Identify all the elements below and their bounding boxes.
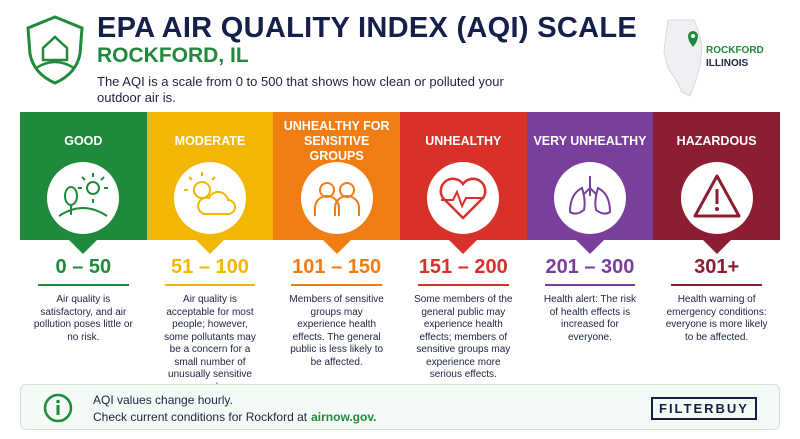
category-icon (427, 162, 500, 234)
aqi-range: 301+ (694, 256, 740, 278)
category-name: UNHEALTHY (425, 133, 502, 148)
divider (544, 284, 636, 286)
icon-graphic (313, 182, 360, 216)
aqi-category: GOOD 0 – 50 Air quality is satisfactory, a… (20, 112, 147, 380)
aqi-category: MODERATE 51 – 100 Air quality is acceptabl… (146, 112, 274, 393)
category-name: HAZARDOUS (676, 133, 757, 148)
icon-graphic (58, 173, 109, 217)
location-city: ROCKFORD (706, 45, 764, 56)
category-panel: UNHEALTHY (399, 112, 527, 254)
pointer (449, 240, 478, 254)
category-description: Air quality is satisfactory, and air pol… (33, 294, 133, 343)
category-panel: MODERATE (146, 112, 274, 254)
category-icon (553, 162, 626, 234)
brand-logo: FILTERBUY (651, 397, 757, 420)
footer-note: Check current conditions for Rockford at… (93, 410, 376, 424)
icon-graphic (439, 177, 487, 220)
category-name: UNHEALTHY FOR SENSITIVE GROUPS (283, 118, 390, 163)
icon-graphic (183, 172, 236, 215)
category-name: VERY UNHEALTHY (533, 133, 647, 148)
pointer (702, 240, 731, 254)
category-name: GOOD (64, 133, 103, 148)
category-icon (173, 162, 246, 234)
divider (38, 284, 129, 286)
category-panel: GOOD (20, 112, 147, 254)
pointer (575, 240, 604, 254)
description: The AQI is a scale from 0 to 500 that sh… (97, 74, 504, 105)
aqi-range: 101 – 150 (292, 256, 382, 278)
pointer (69, 240, 98, 254)
icon-graphic (568, 176, 611, 215)
category-description: Health alert: The risk of health effects… (543, 294, 636, 343)
category-panel: UNHEALTHY FOR SENSITIVE GROUPS (273, 112, 400, 254)
footer-note: AQI values change hourly. (93, 393, 233, 407)
state-map (663, 19, 703, 97)
category-description: Health warning of emergency conditions: … (665, 294, 768, 343)
divider (164, 284, 256, 286)
category-description: Air quality is acceptable for most peopl… (164, 294, 256, 393)
icon-graphic (693, 174, 741, 218)
category-panel: VERY UNHEALTHY (526, 112, 654, 254)
shield-icon (26, 15, 84, 85)
location-state: ILLINOIS (706, 58, 749, 69)
divider (291, 284, 382, 286)
pointer (322, 240, 351, 254)
info-icon (43, 393, 73, 423)
category-icon (47, 162, 120, 234)
category-icon (300, 162, 373, 234)
aqi-category: UNHEALTHY 151 – 200 Some members of the ge… (399, 112, 527, 380)
aqi-category: HAZARDOUS 301+ Health warning of emergency… (653, 112, 780, 380)
footer: AQI values change hourly. Check current … (20, 384, 780, 430)
aqi-category: UNHEALTHY FOR SENSITIVE GROUPS 101 – 150 M… (273, 112, 400, 380)
title: EPA AIR QUALITY INDEX (AQI) SCALE (97, 12, 637, 44)
subtitle: ROCKFORD, IL (97, 44, 249, 67)
category-panel: HAZARDOUS (653, 112, 780, 254)
pointer (195, 240, 224, 254)
aqi-range: 151 – 200 (418, 256, 508, 278)
aqi-scale: GOOD 0 – 50 Air quality is satisfactory, a… (20, 112, 780, 393)
aqi-range: 51 – 100 (171, 256, 249, 278)
category-description: Members of sensitive groups may experien… (289, 294, 384, 368)
footer-text: Check current conditions for Rockford at (93, 410, 308, 424)
link[interactable]: airnow.gov. (311, 410, 377, 424)
divider (417, 284, 509, 286)
category-description: Some members of the general public may e… (414, 294, 513, 380)
divider (671, 284, 762, 286)
aqi-range: 201 – 300 (545, 256, 635, 278)
category-icon (680, 162, 753, 234)
aqi-category: VERY UNHEALTHY 201 – 300 Health alert: The… (526, 112, 654, 380)
aqi-range: 0 – 50 (55, 256, 112, 278)
category-name: MODERATE (174, 133, 246, 148)
location: ROCKFORD ILLINOIS (706, 44, 764, 70)
